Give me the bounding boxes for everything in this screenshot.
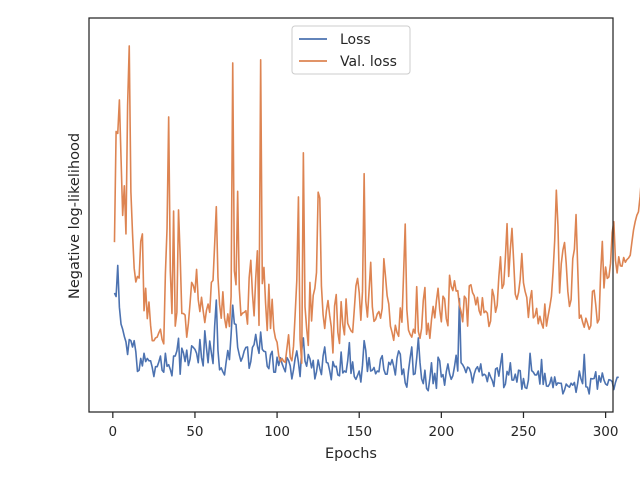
x-tick-label: 250 xyxy=(511,424,537,440)
series-line-loss xyxy=(113,264,619,395)
series-layer xyxy=(113,45,640,395)
x-tick-label: 50 xyxy=(186,424,203,440)
axes-layer: 0 50 100 150 200 250 300 xyxy=(88,17,619,440)
legend-label: Loss xyxy=(340,32,371,48)
x-tick-label: 300 xyxy=(593,424,619,440)
x-tick-label: 0 xyxy=(109,424,118,440)
legend: Loss Val. loss xyxy=(291,25,411,75)
x-axis-label: Epochs xyxy=(325,446,377,462)
legend-box xyxy=(291,25,411,75)
x-tick-label: 100 xyxy=(264,424,290,440)
x-tick-label: 200 xyxy=(428,424,454,440)
x-tick-label: 150 xyxy=(346,424,372,440)
series-line-val-loss xyxy=(113,45,640,364)
legend-label: Val. loss xyxy=(340,54,397,70)
y-axis-label: Negative log-likelihood xyxy=(67,133,83,299)
plot-frame xyxy=(88,17,614,413)
